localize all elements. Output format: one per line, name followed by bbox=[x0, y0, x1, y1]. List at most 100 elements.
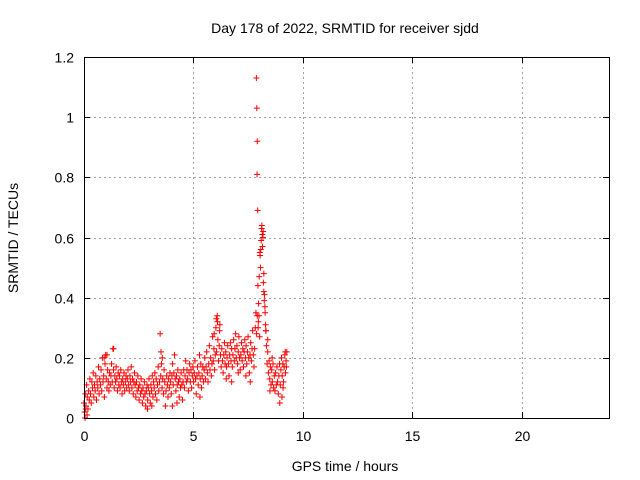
data-point bbox=[138, 375, 145, 382]
data-point bbox=[225, 360, 232, 367]
data-point bbox=[88, 378, 95, 385]
data-point bbox=[182, 372, 189, 379]
data-point bbox=[159, 375, 166, 382]
data-point bbox=[101, 393, 108, 400]
data-point bbox=[128, 363, 135, 370]
data-point bbox=[158, 360, 165, 367]
data-point bbox=[148, 387, 155, 394]
data-point bbox=[256, 273, 263, 280]
data-point bbox=[196, 351, 203, 358]
data-point bbox=[154, 381, 161, 388]
data-point bbox=[233, 342, 240, 349]
data-point bbox=[160, 390, 167, 397]
data-point bbox=[278, 393, 285, 400]
data-point bbox=[209, 333, 216, 340]
data-point bbox=[190, 378, 197, 385]
data-point bbox=[280, 384, 287, 391]
data-point bbox=[201, 366, 208, 373]
data-point bbox=[126, 372, 133, 379]
data-point bbox=[221, 339, 228, 346]
data-point bbox=[140, 393, 147, 400]
data-point bbox=[210, 345, 217, 352]
data-point bbox=[94, 378, 101, 385]
data-point bbox=[153, 396, 160, 403]
chart-title: Day 178 of 2022, SRMTID for receiver sjd… bbox=[211, 20, 479, 36]
data-point bbox=[84, 393, 91, 400]
data-point bbox=[224, 354, 231, 361]
data-point bbox=[279, 360, 286, 367]
data-point bbox=[107, 381, 114, 388]
data-point bbox=[82, 390, 89, 397]
data-point bbox=[244, 348, 251, 355]
data-point bbox=[143, 387, 150, 394]
data-point bbox=[155, 363, 162, 370]
data-point bbox=[196, 393, 203, 400]
data-point bbox=[116, 372, 123, 379]
data-point bbox=[214, 312, 221, 319]
data-point bbox=[97, 381, 104, 388]
data-point bbox=[188, 384, 195, 391]
data-point bbox=[258, 237, 265, 244]
data-point bbox=[176, 393, 183, 400]
data-point bbox=[82, 405, 89, 412]
x-tick-label: 0 bbox=[81, 428, 89, 444]
data-point bbox=[208, 360, 215, 367]
axes: 0 0.2 0.4 0.6 0.8 1 1.2 0 5 10 15 20 bbox=[55, 50, 609, 444]
data-point bbox=[268, 366, 275, 373]
data-point bbox=[98, 387, 105, 394]
data-point bbox=[213, 348, 220, 355]
data-point bbox=[155, 387, 162, 394]
data-point bbox=[159, 384, 166, 391]
data-point bbox=[243, 342, 250, 349]
data-point bbox=[239, 345, 246, 352]
data-point bbox=[216, 327, 223, 334]
data-point bbox=[103, 375, 110, 382]
data-point bbox=[131, 369, 138, 376]
data-point bbox=[216, 321, 223, 328]
data-point bbox=[166, 384, 173, 391]
data-point bbox=[220, 369, 227, 376]
data-point bbox=[235, 369, 242, 376]
data-point bbox=[260, 279, 267, 286]
data-point bbox=[259, 231, 266, 238]
data-point bbox=[238, 339, 245, 346]
data-point bbox=[163, 372, 170, 379]
data-point bbox=[267, 363, 274, 370]
data-point bbox=[139, 399, 146, 406]
data-point bbox=[219, 357, 226, 364]
x-axis-label: GPS time / hours bbox=[292, 458, 399, 474]
data-point bbox=[206, 342, 213, 349]
data-point bbox=[197, 375, 204, 382]
data-point bbox=[89, 384, 96, 391]
data-point bbox=[96, 390, 103, 397]
data-point bbox=[176, 375, 183, 382]
data-point bbox=[93, 396, 100, 403]
data-point bbox=[262, 321, 269, 328]
data-point bbox=[129, 375, 136, 382]
data-point bbox=[145, 375, 152, 382]
data-point bbox=[242, 372, 249, 379]
y-axis-label: SRMTID / TECUs bbox=[5, 183, 21, 293]
data-point bbox=[282, 369, 289, 376]
data-point bbox=[173, 372, 180, 379]
data-point bbox=[231, 357, 238, 364]
data-point bbox=[100, 372, 107, 379]
data-point bbox=[228, 378, 235, 385]
y-tick-label: 1 bbox=[66, 110, 74, 126]
data-point bbox=[264, 336, 271, 343]
data-point bbox=[260, 228, 267, 235]
data-point bbox=[195, 381, 202, 388]
data-point bbox=[260, 288, 267, 295]
data-point bbox=[283, 357, 290, 364]
data-point bbox=[144, 396, 151, 403]
data-point bbox=[254, 282, 261, 289]
data-point bbox=[91, 381, 98, 388]
y-tick-label: 1.2 bbox=[55, 50, 75, 66]
data-point bbox=[161, 378, 168, 385]
data-point bbox=[120, 381, 127, 388]
data-point bbox=[239, 357, 246, 364]
y-tick-label: 0.6 bbox=[55, 231, 75, 247]
data-point bbox=[167, 378, 174, 385]
data-point bbox=[257, 264, 264, 271]
